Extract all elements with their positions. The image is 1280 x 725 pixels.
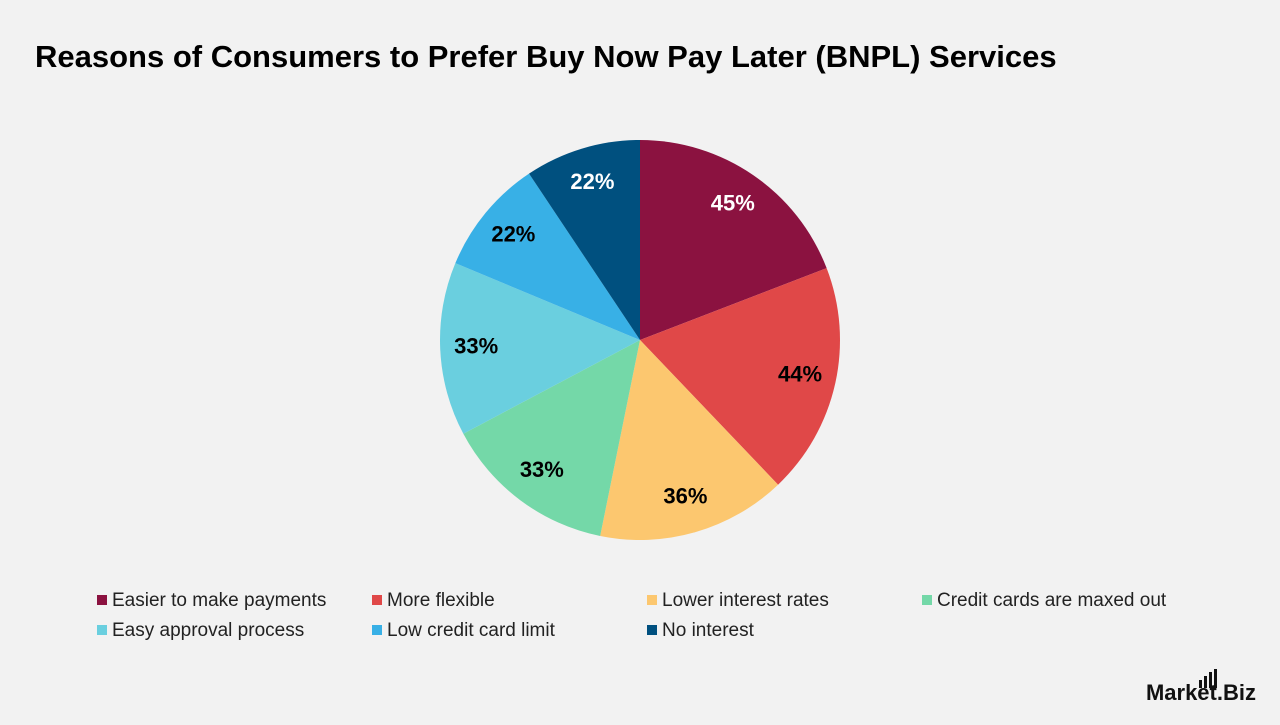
pie-slice: [640, 268, 840, 485]
pie-slice: [600, 340, 779, 540]
logo-bar: [1209, 672, 1212, 688]
legend-label: No interest: [662, 620, 755, 641]
brand-logo: Market.Biz: [1146, 669, 1256, 705]
data-label: 22%: [491, 222, 535, 247]
legend-swatch: [922, 595, 932, 605]
legend-label: Lower interest rates: [662, 590, 829, 611]
data-label: 36%: [663, 483, 707, 508]
chart-title: Reasons of Consumers to Prefer Buy Now P…: [35, 39, 1057, 74]
data-label: 33%: [454, 333, 498, 358]
legend-swatch: [97, 625, 107, 635]
pie-slice: [640, 140, 827, 340]
legend-swatch: [372, 625, 382, 635]
legend-swatch: [372, 595, 382, 605]
pie-slice: [463, 340, 640, 536]
legend-label: Low credit card limit: [387, 620, 556, 641]
data-label: 22%: [570, 169, 614, 194]
legend-label: Credit cards are maxed out: [937, 590, 1167, 611]
legend-swatch: [647, 595, 657, 605]
logo-bar: [1199, 680, 1202, 688]
logo-bar: [1204, 676, 1207, 688]
brand-text: Market.Biz: [1146, 680, 1256, 705]
data-label: 45%: [711, 191, 755, 216]
legend-label: Easy approval process: [112, 620, 304, 641]
logo-bar: [1214, 669, 1217, 688]
legend-swatch: [647, 625, 657, 635]
legend-label: Easier to make payments: [112, 590, 326, 611]
pie-slice: [455, 173, 640, 340]
pie-slice: [529, 140, 640, 340]
legend-label: More flexible: [387, 590, 495, 611]
data-label: 44%: [778, 362, 822, 387]
pie-slice: [439, 263, 640, 434]
legend-swatch: [97, 595, 107, 605]
data-label: 33%: [520, 457, 564, 482]
